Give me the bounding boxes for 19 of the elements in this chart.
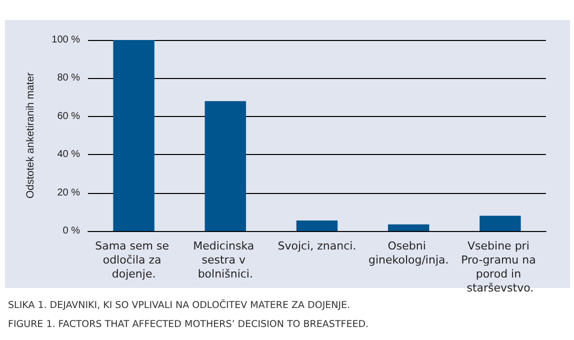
y-tick-label: 20 % — [57, 187, 80, 198]
bar — [113, 40, 154, 231]
text: SLIKA 1. DEJAVNIKI, KI SO VPLIVALI NA ODLOČITEV MATERE ZA DOJENJE. — [8, 300, 350, 311]
y-tick-label: 0 % — [62, 226, 80, 236]
bar — [204, 101, 246, 231]
y-tick-label: 80 % — [57, 72, 80, 84]
bar — [296, 220, 338, 231]
x-tick-label: Sama sem se odločila za dojenje. — [95, 240, 172, 280]
x-tick-label: Svojci, znanci. — [278, 240, 356, 252]
y-axis-title: Odstotek anketiranih mater — [24, 72, 36, 199]
x-tick-label: Vsebine pri Pro-gramu na porod in starševstvo. — [461, 240, 540, 294]
bar — [480, 216, 521, 231]
y-tick-label: 60 % — [57, 110, 80, 122]
bar — [388, 224, 430, 231]
y-tick-label: 100 % — [52, 34, 80, 46]
y-tick-label: 40 % — [57, 149, 80, 160]
x-tick-label: Osebni ginekolog/inja. — [368, 240, 449, 266]
x-tick-label: Medicinska sestra v bolnišnici. — [193, 240, 258, 280]
caption: FIGURE 1. FACTORS THAT AFFECTED MOTHERS’ DECISION TO BREASTFEED. — [8, 319, 369, 330]
